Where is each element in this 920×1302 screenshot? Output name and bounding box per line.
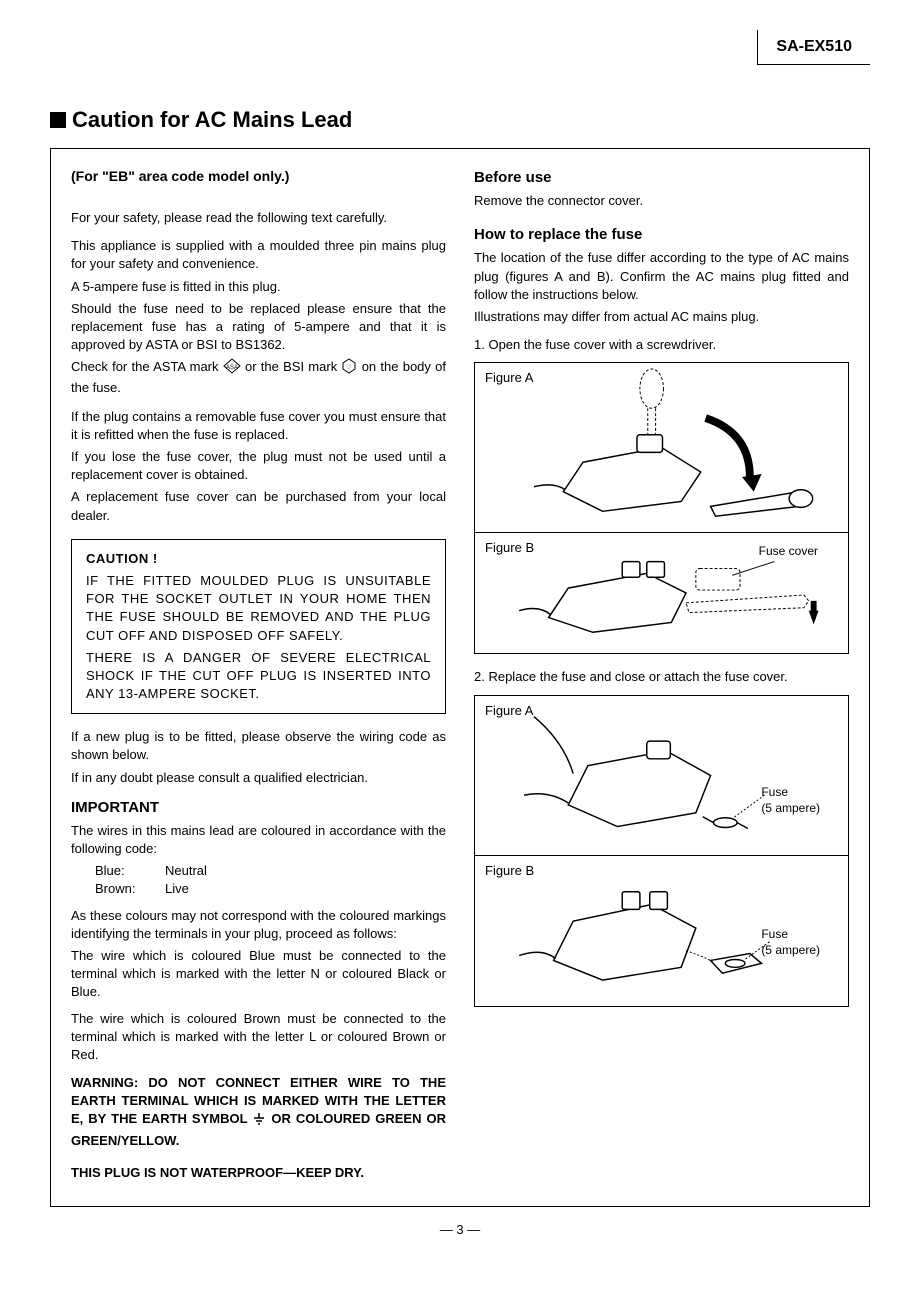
figure-box-1: Figure A: [474, 362, 849, 654]
figure-1b-annot: Fuse cover: [759, 543, 818, 560]
caution-box: CAUTION ! IF THE FITTED MOULDED PLUG IS …: [71, 539, 446, 715]
step-1: 1. Open the fuse cover with a screwdrive…: [474, 336, 849, 354]
wire-blue-label: Blue:: [95, 862, 165, 880]
title-square-icon: [50, 112, 66, 128]
bsi-mark-icon: ♡: [341, 358, 357, 379]
caution-title: CAUTION !: [86, 550, 431, 568]
earth-symbol-icon: [252, 1112, 266, 1131]
para-cover-lost: If you lose the fuse cover, the plug mus…: [71, 448, 446, 484]
para-fuse-fitted: A 5-ampere fuse is fitted in this plug.: [71, 278, 446, 296]
figure-2a-label: Figure A: [485, 702, 533, 720]
important-intro: The wires in this mains lead are coloure…: [71, 822, 446, 858]
before-use-heading: Before use: [474, 167, 849, 188]
before-use-text: Remove the connector cover.: [474, 192, 849, 210]
important-heading: IMPORTANT: [71, 797, 446, 818]
para-new-plug: If a new plug is to be fitted, please ob…: [71, 728, 446, 764]
figure-2a-annot: Fuse(5 ampere): [761, 784, 820, 818]
model-number: SA-EX510: [776, 38, 852, 55]
figure-2b-label: Figure B: [485, 862, 534, 880]
step-2: 2. Replace the fuse and close or attach …: [474, 668, 849, 686]
warning-waterproof: THIS PLUG IS NOT WATERPROOF—KEEP DRY.: [71, 1164, 446, 1182]
caution-body-1: IF THE FITTED MOULDED PLUG IS UNSUITABLE…: [86, 572, 431, 645]
left-column: (For "EB" area code model only.) For you…: [71, 167, 446, 1182]
wire-blue-value: Neutral: [165, 863, 207, 878]
figure-1b: Figure B Fuse cover: [475, 533, 848, 653]
important-blue: The wire which is coloured Blue must be …: [71, 947, 446, 1002]
area-code-subtitle: (For "EB" area code model only.): [71, 167, 446, 187]
safety-intro: For your safety, please read the followi…: [71, 209, 446, 227]
figure-2b: Figure B Fuse(5 ampere): [475, 856, 848, 1006]
para-appliance: This appliance is supplied with a moulde…: [71, 237, 446, 273]
para-cover-refit: If the plug contains a removable fuse co…: [71, 408, 446, 444]
warning-earth: WARNING: DO NOT CONNECT EITHER WIRE TO T…: [71, 1074, 446, 1150]
para-cover-purchase: A replacement fuse cover can be purchase…: [71, 488, 446, 524]
figure-1a: Figure A: [475, 363, 848, 533]
para-electrician: If in any doubt please consult a qualifi…: [71, 769, 446, 787]
para-fuse-replace: Should the fuse need to be replaced plea…: [71, 300, 446, 355]
page-title: Caution for AC Mains Lead: [50, 105, 870, 136]
svg-text:ASA: ASA: [226, 365, 238, 371]
para-check-marks: Check for the ASTA mark ASA or the BSI m…: [71, 358, 446, 397]
howto-p1: The location of the fuse differ accordin…: [474, 249, 849, 304]
important-colours: As these colours may not correspond with…: [71, 907, 446, 943]
content-frame: (For "EB" area code model only.) For you…: [50, 148, 870, 1207]
caution-body-2: THERE IS A DANGER OF SEVERE ELECTRICAL S…: [86, 649, 431, 704]
howto-heading: How to replace the fuse: [474, 224, 849, 245]
wire-brown-value: Live: [165, 881, 189, 896]
svg-text:♡: ♡: [347, 364, 352, 371]
important-brown: The wire which is coloured Brown must be…: [71, 1010, 446, 1065]
asta-mark-icon: ASA: [223, 358, 241, 379]
right-column: Before use Remove the connector cover. H…: [474, 167, 849, 1182]
title-text: Caution for AC Mains Lead: [72, 107, 352, 132]
figure-2a: Figure A Fuse(5 ampere): [475, 696, 848, 856]
figure-1a-label: Figure A: [485, 369, 533, 387]
howto-p2: Illustrations may differ from actual AC …: [474, 308, 849, 326]
wire-color-table: Blue:Neutral Brown:Live: [95, 862, 446, 898]
figure-box-2: Figure A Fuse(5 ampere) Figure B: [474, 695, 849, 1007]
figure-1a-illustration: [475, 363, 848, 532]
wire-brown-label: Brown:: [95, 880, 165, 898]
page-number: — 3 —: [50, 1221, 870, 1239]
figure-2b-annot: Fuse(5 ampere): [761, 926, 820, 960]
figure-1b-label: Figure B: [485, 539, 534, 557]
model-number-box: SA-EX510: [757, 30, 870, 65]
